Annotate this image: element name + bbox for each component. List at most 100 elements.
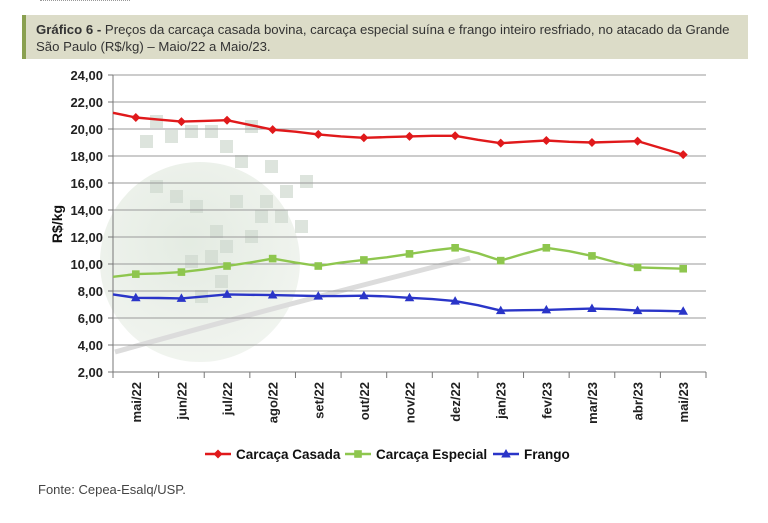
watermark-square	[165, 130, 178, 143]
y-tick-label: 18,00	[70, 149, 103, 164]
data-point	[314, 262, 323, 270]
x-tick-label: nov/22	[403, 382, 418, 423]
series-lines	[112, 111, 688, 315]
y-tick-label: 8,00	[78, 284, 103, 299]
watermark-square	[140, 135, 153, 148]
legend-label: Carcaça Casada	[236, 447, 341, 462]
watermark-square	[245, 120, 258, 133]
y-tick-label: 22,00	[70, 95, 103, 110]
x-tick-label: mai/23	[676, 382, 691, 422]
x-tick-label: dez/22	[448, 382, 463, 422]
x-tick-label: jun/22	[174, 382, 189, 421]
watermark-square	[185, 125, 198, 138]
watermark-square	[215, 275, 228, 288]
data-point	[450, 296, 460, 305]
data-point	[633, 263, 642, 272]
watermark-square	[205, 250, 218, 263]
watermark-square	[150, 115, 163, 128]
background-logo-watermark	[100, 115, 471, 362]
data-point	[541, 304, 552, 314]
y-tick-label: 10,00	[70, 257, 103, 272]
watermark-square	[295, 220, 308, 233]
data-point	[176, 117, 186, 127]
series-carca-a-especial	[112, 244, 687, 278]
data-point	[542, 244, 551, 252]
legend-marker	[354, 450, 362, 458]
data-point	[678, 150, 688, 160]
y-tick-label: 4,00	[78, 338, 103, 353]
x-tick-label: ago/22	[266, 382, 281, 423]
watermark-square	[275, 210, 288, 223]
watermark-square	[170, 190, 183, 203]
data-point	[177, 268, 186, 276]
watermark-square	[185, 255, 198, 268]
data-point	[405, 131, 414, 141]
data-point	[131, 113, 141, 123]
watermark-square	[255, 210, 268, 223]
caption-label: Gráfico 6 -	[36, 22, 102, 37]
watermark-square	[265, 160, 278, 173]
legend-label: Frango	[524, 447, 570, 462]
top-rule	[40, 0, 130, 3]
data-point	[496, 138, 506, 148]
series-line	[112, 111, 684, 156]
watermark-square	[300, 175, 313, 188]
x-tick-label: set/22	[311, 382, 326, 419]
x-tick-label: jul/22	[220, 382, 235, 416]
watermark-square	[230, 195, 243, 208]
data-point	[359, 290, 369, 300]
watermark-square	[280, 185, 293, 198]
data-point	[678, 306, 688, 315]
y-tick-label: 2,00	[78, 365, 103, 380]
legend-marker	[501, 449, 511, 458]
x-tick-label: mai/22	[129, 382, 144, 422]
data-point	[267, 290, 278, 299]
watermark-square	[235, 155, 248, 168]
y-axis-label: R$/kg	[49, 205, 65, 243]
data-point	[405, 250, 414, 258]
data-point	[541, 135, 551, 145]
data-point	[633, 136, 643, 146]
data-point	[268, 254, 277, 263]
data-point	[313, 129, 323, 139]
data-point	[223, 262, 231, 270]
data-point	[451, 244, 459, 252]
y-tick-label: 24,00	[70, 68, 103, 83]
watermark-swoosh	[114, 255, 471, 355]
data-point	[450, 131, 460, 141]
y-tick-label: 12,00	[70, 230, 103, 245]
x-tick-label: fev/23	[539, 382, 554, 419]
caption-text: Preços da carcaça casada bovina, carcaça…	[36, 22, 730, 54]
legend: Carcaça Casada Carcaça Especial Frango	[205, 447, 570, 462]
series-line	[112, 293, 684, 313]
y-tick-label: 6,00	[78, 311, 103, 326]
watermark-square	[190, 200, 203, 213]
x-tick-label: out/22	[357, 382, 372, 420]
data-point	[131, 292, 141, 302]
x-tick-label: abr/23	[631, 382, 646, 420]
y-tick-label: 20,00	[70, 122, 103, 137]
axes	[108, 74, 707, 378]
x-tick-label: mar/23	[585, 382, 600, 424]
y-tick-label: 16,00	[70, 176, 103, 191]
x-tick-labels: mai/22 jun/22 jul/22 ago/22 set/22 out/22 nov/…	[129, 382, 691, 424]
watermark-square	[210, 225, 223, 238]
data-point	[268, 125, 278, 135]
legend-label: Carcaça Especial	[376, 447, 487, 462]
chart-caption: Gráfico 6 - Preços da carcaça casada bov…	[22, 15, 748, 59]
data-point	[176, 293, 187, 302]
data-point	[222, 115, 232, 125]
data-point	[496, 256, 505, 265]
data-point	[313, 291, 324, 300]
data-point	[360, 256, 368, 264]
data-point	[587, 138, 597, 147]
y-tick-label: 14,00	[70, 203, 103, 218]
watermark-square	[220, 140, 233, 153]
series-carca-a-casada	[112, 111, 688, 160]
legend-marker	[213, 449, 223, 459]
data-point	[132, 270, 140, 278]
series-frango	[112, 289, 688, 315]
watermark-square	[150, 180, 163, 193]
data-point	[588, 252, 596, 260]
